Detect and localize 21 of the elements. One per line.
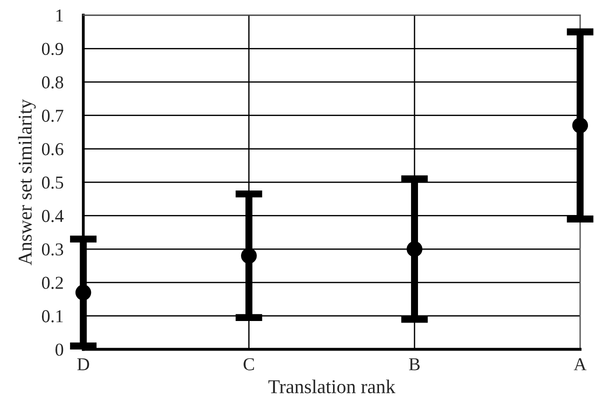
y-tick-label: 0.3	[42, 243, 64, 256]
y-tick-label: 0.7	[42, 110, 64, 122]
x-tick-label: A	[574, 358, 587, 370]
y-tick-label: 0.9	[42, 42, 64, 56]
y-tick-label: 0.6	[42, 143, 64, 156]
x-tick-label: B	[409, 358, 420, 370]
x-tick-label: D	[77, 358, 90, 370]
y-tick-label: 0.4	[42, 210, 64, 222]
x-axis-title: Translation rank	[268, 380, 396, 394]
y-tick-label: 0.8	[42, 76, 64, 89]
point	[406, 241, 422, 257]
point	[572, 118, 588, 134]
y-tick-label: 1	[56, 10, 63, 22]
point	[241, 248, 257, 264]
y-tick-label: 0.1	[42, 310, 63, 322]
x-tick-label: C	[244, 358, 254, 370]
y-tick-label: 0.5	[42, 176, 64, 189]
y-tick-label: 0	[56, 344, 64, 356]
y-axis-title: Answer set similarity	[18, 99, 36, 266]
y-tick-label: 0.2	[42, 276, 63, 290]
point	[75, 284, 92, 300]
